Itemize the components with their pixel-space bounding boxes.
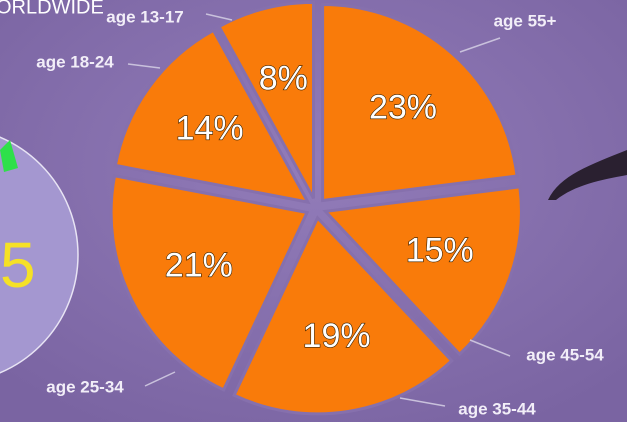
category-label: age 35-44 [458,399,536,418]
value-label: 14% [176,110,244,148]
category-label: age 55+ [494,11,557,30]
page: 5 ORLDWIDE 23% age 55+ 15% age 45-54 19% age … [0,0,627,422]
value-label: 15% [406,232,474,270]
category-label: age 13-17 [106,7,184,26]
category-label: age 45-54 [526,345,604,364]
slide: 5 ORLDWIDE 23% age 55+ 15% age 45-54 19% age … [0,0,627,422]
category-label: age 25-34 [46,377,124,396]
heading: ORLDWIDE [0,0,104,18]
value-label: 23% [369,88,437,126]
badge: 5 [0,229,36,301]
value-label: 8% [259,60,308,98]
value-label: 21% [165,247,233,285]
value-label: 19% [303,317,371,355]
category-label: age 18-24 [36,52,114,71]
